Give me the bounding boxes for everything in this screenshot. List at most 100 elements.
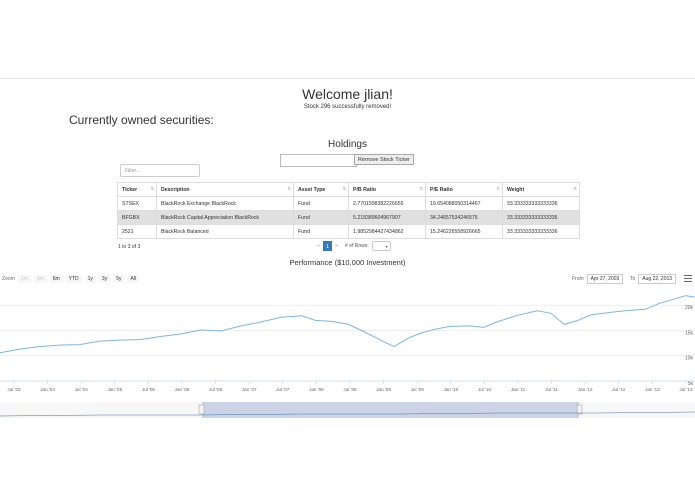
- zoom-all-button[interactable]: All: [127, 275, 140, 283]
- x-tick-label: Jul '06: [209, 387, 223, 392]
- cell-weight: 33.333333333333336: [502, 210, 580, 225]
- chevron-down-icon: ▾: [385, 243, 388, 249]
- zoom-1m-button[interactable]: 1m: [17, 275, 31, 283]
- zoom-3m-button[interactable]: 3m: [33, 275, 47, 283]
- status-message: Stock 296 successfully removed!: [303, 104, 392, 110]
- cell-description: BlackRock Balanced: [156, 224, 294, 239]
- cell-weight: 33.333333333333336: [502, 196, 580, 211]
- to-label: To: [630, 276, 636, 282]
- col-pb-ratio[interactable]: P/B Ratio ⇅: [348, 182, 426, 197]
- table-row[interactable]: BFGBX BlackRock Capital Appreciation Bla…: [117, 210, 580, 225]
- pagination: « 1 » # of Rows: ▾: [314, 240, 391, 251]
- rows-label: # of Rows:: [345, 242, 369, 249]
- to-date-input[interactable]: Aug 22, 2013: [638, 274, 677, 284]
- cell-pb-ratio: 2.7701598382226655: [348, 196, 426, 211]
- prev-page-button[interactable]: «: [317, 242, 320, 249]
- table-row[interactable]: 2521 BlackRock Balanced Fund 1.985298442…: [117, 224, 580, 239]
- remove-stock-button[interactable]: Remove Stock Ticker: [354, 154, 414, 165]
- holdings-title: Holdings: [328, 139, 367, 150]
- row-count: 1 to 3 of 3: [118, 244, 141, 250]
- cell-pb-ratio: 1.9852984427434862: [348, 224, 426, 239]
- x-tick-label: Jan '10: [443, 387, 458, 392]
- x-tick-label: Jan '11: [511, 387, 526, 392]
- sort-icon: ⇅: [150, 186, 154, 191]
- holdings-table: Ticker ⇅ Description ⇅ Asset Type ⇅ P/B Rat…: [117, 182, 580, 239]
- sort-icon: ⇅: [287, 186, 291, 191]
- x-tick-label: Jul '07: [276, 387, 290, 392]
- col-description[interactable]: Description ⇅: [156, 182, 294, 197]
- range-from: From Apr 27, 2003: [572, 274, 624, 284]
- cell-pb-ratio: 5.218389604967907: [348, 210, 426, 225]
- table-row[interactable]: STSEX BlackRock Exchange BlackRock Fund …: [117, 196, 580, 211]
- x-tick-label: Jan '04: [40, 387, 55, 392]
- sort-icon: ⇅: [342, 186, 346, 191]
- x-tick-label: Jan '09: [376, 387, 391, 392]
- next-page-button[interactable]: »: [335, 242, 338, 249]
- from-date-input[interactable]: Apr 27, 2003: [586, 274, 624, 284]
- col-asset-type[interactable]: Asset Type ⇅: [293, 182, 349, 197]
- x-tick-label: Jan '06: [175, 387, 190, 392]
- cell-description: BlackRock Capital Appreciation BlackRock: [156, 210, 294, 225]
- cell-asset-type: Fund: [293, 224, 349, 239]
- x-tick-label: Jul '10: [478, 387, 492, 392]
- x-tick-label: Jul '03: [7, 387, 21, 392]
- zoom-ytd-button[interactable]: YTD: [65, 275, 82, 283]
- cell-asset-type: Fund: [293, 210, 349, 225]
- cell-ticker: STSEX: [117, 196, 157, 211]
- zoom-1y-button[interactable]: 1y: [84, 275, 96, 283]
- x-tick-label: Jul '04: [75, 387, 89, 392]
- page-1-button[interactable]: 1: [323, 240, 332, 251]
- ticker-input[interactable]: [280, 154, 357, 167]
- cell-weight: 33.333333333333336: [502, 224, 580, 239]
- rows-select[interactable]: ▾: [371, 240, 391, 251]
- cell-pe-ratio: 34.24657534246575: [425, 210, 503, 225]
- x-tick-label: Jan '07: [242, 387, 257, 392]
- cell-pe-ratio: 19.654088050314467: [425, 196, 503, 211]
- sort-icon: ⇅: [419, 186, 423, 191]
- header-divider: [0, 78, 695, 79]
- cell-pe-ratio: 15.246226558926665: [425, 224, 503, 239]
- zoom-label: Zoom: [2, 276, 15, 282]
- zoom-6m-button[interactable]: 6m: [49, 275, 63, 283]
- series-line: [0, 295, 695, 354]
- col-pe-ratio[interactable]: P/E Ratio ⇅: [425, 182, 503, 197]
- zoom-controls: Zoom 1m 3m 6m YTD 1y 3y 5y All: [2, 275, 140, 283]
- from-label: From: [572, 276, 584, 282]
- navigator-series: [0, 411, 695, 417]
- sort-icon: ⇅: [573, 186, 577, 191]
- cell-description: BlackRock Exchange BlackRock: [156, 196, 294, 211]
- navigator-right-handle[interactable]: [576, 404, 583, 415]
- owned-securities-title: Currently owned securities:: [69, 113, 214, 127]
- x-tick-label: Jul '12: [612, 387, 626, 392]
- navigator[interactable]: [0, 402, 695, 422]
- cell-asset-type: Fund: [293, 196, 349, 211]
- welcome-heading: Welcome jlian!: [302, 86, 393, 102]
- navigator-selection[interactable]: [202, 402, 579, 418]
- filter-input[interactable]: Filter...: [120, 164, 200, 177]
- x-tick-label: Jan '05: [107, 387, 122, 392]
- chart-title: Performance ($10,000 Investment): [289, 258, 406, 267]
- y-tick-label: 15k: [685, 330, 694, 336]
- y-tick-label: 20k: [685, 305, 694, 311]
- zoom-5y-button[interactable]: 5y: [113, 275, 125, 283]
- x-tick-label: Jan '13: [645, 387, 660, 392]
- y-tick-label: 10k: [685, 356, 694, 362]
- performance-chart: 20k 15k 10k 5k Jul '03 Jan '04 Jul '04 Jan '05 J…: [0, 295, 695, 392]
- x-tick-label: Jul '13: [679, 387, 693, 392]
- x-tick-label: Jan '12: [578, 387, 593, 392]
- cell-ticker: BFGBX: [117, 210, 157, 225]
- col-ticker[interactable]: Ticker ⇅: [117, 182, 157, 197]
- cell-ticker: 2521: [117, 224, 157, 239]
- x-tick-label: Jul '09: [411, 387, 425, 392]
- zoom-3y-button[interactable]: 3y: [98, 275, 111, 283]
- y-tick-label: 5k: [688, 381, 694, 387]
- x-tick-label: Jul '11: [545, 387, 558, 392]
- x-tick-label: Jul '08: [343, 387, 357, 392]
- navigator-background: [0, 402, 695, 418]
- chart-menu-icon[interactable]: [684, 275, 692, 282]
- sort-icon: ⇅: [496, 186, 500, 191]
- navigator-left-handle[interactable]: [198, 404, 205, 415]
- x-tick-label: Jan '08: [309, 387, 324, 392]
- range-to: To Aug 22, 2013: [630, 274, 677, 284]
- col-weight[interactable]: Weight ⇅: [502, 182, 580, 197]
